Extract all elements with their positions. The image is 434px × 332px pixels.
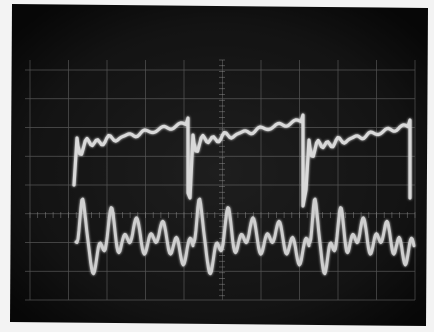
- crt-screen: [10, 4, 428, 326]
- upper-waveform-trace: [72, 113, 412, 208]
- lower-waveform-trace: [74, 197, 416, 276]
